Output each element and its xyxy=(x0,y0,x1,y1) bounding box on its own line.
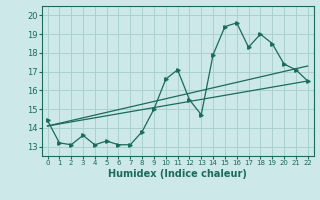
X-axis label: Humidex (Indice chaleur): Humidex (Indice chaleur) xyxy=(108,169,247,179)
